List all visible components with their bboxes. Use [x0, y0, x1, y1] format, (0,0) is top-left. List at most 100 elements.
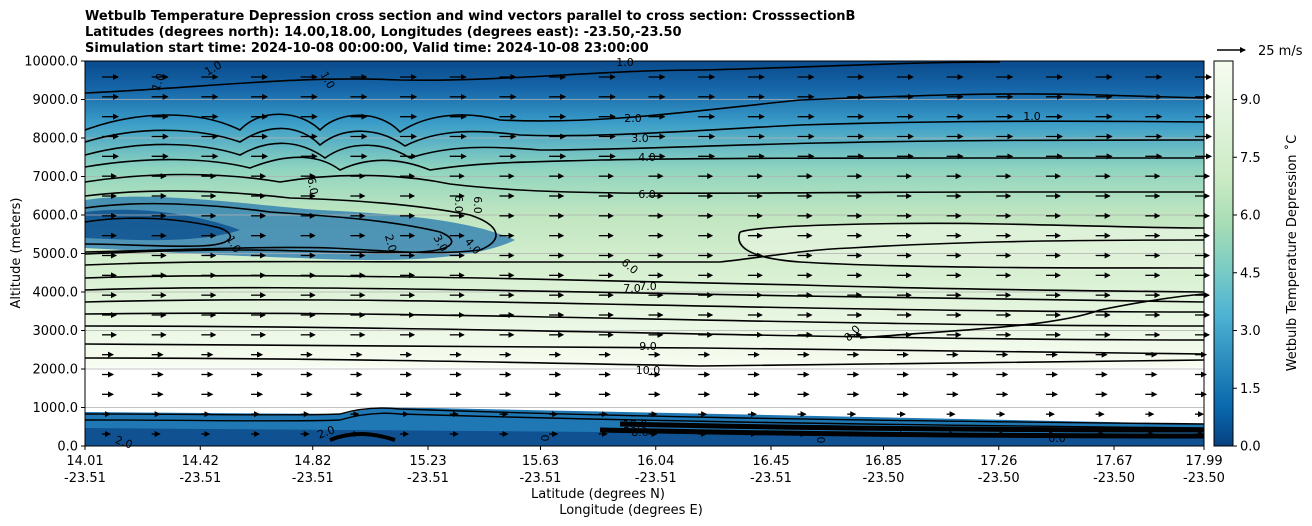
colorbar-bar [1213, 60, 1234, 447]
contour-line [84, 190, 497, 254]
contour-line [84, 412, 1205, 429]
x-axis-label: Latitude (degrees N) [531, 487, 665, 502]
mid-moist-tongue [85, 196, 515, 261]
colorbar-tick-label: 3.0 [1240, 324, 1261, 339]
grid-lines [85, 99, 1204, 408]
y-tick-label: 8000.0 [33, 132, 79, 147]
contour-line [739, 222, 1205, 233]
contour-label: 6.0 [638, 188, 656, 201]
y-tick-label: 3000.0 [33, 324, 79, 339]
contour-line [84, 173, 1204, 195]
x-tick-label-lon: -23.51 [407, 471, 449, 486]
chart-title-line-3: Simulation start time: 2024-10-08 00:00:… [85, 41, 649, 56]
contour-line [619, 421, 1205, 433]
x-axis: 14.01 -23.51 14.42 -23.51 14.82 -23.51 15.23 -2… [64, 446, 1225, 486]
quiver-key: 25 m/s [1217, 44, 1303, 59]
contour-label: 2.0 [316, 423, 337, 441]
x-tick-label-lat: 17.99 [1185, 454, 1222, 469]
x-axis-label-2: Longitude (degrees E) [559, 503, 703, 518]
colorbar-tick-label: 1.5 [1240, 382, 1261, 397]
y-tick-label: 5000.0 [33, 247, 79, 262]
contour-label: 8.0 [631, 426, 649, 439]
contour-label: 2.0 [113, 433, 134, 451]
x-tick-label-lon: -23.50 [978, 471, 1020, 486]
contour-lines [84, 61, 1205, 442]
x-tick-label-lat: 17.67 [1095, 454, 1132, 469]
chart-title-line-1: Wetbulb Temperature Depression cross sec… [85, 9, 856, 24]
x-tick-label-lon: -23.50 [1093, 471, 1135, 486]
contour-label: 1.0 [1023, 110, 1041, 123]
x-tick-label-lat: 16.04 [637, 454, 674, 469]
contour-label: 7.0 [639, 280, 657, 293]
contour-line [738, 231, 1205, 269]
x-tick-label-lat: 14.01 [66, 454, 103, 469]
y-tick-label: 4000.0 [33, 286, 79, 301]
x-tick-label-lat: 14.82 [294, 454, 331, 469]
contour-line [84, 239, 1205, 266]
y-tick-label: 7000.0 [33, 170, 79, 185]
contour-line [84, 357, 1205, 367]
y-tick-label: 6000.0 [33, 209, 79, 224]
x-tick-label-lon: -23.51 [64, 471, 106, 486]
contour-label: 6.0 [305, 176, 321, 195]
wind-vectors [102, 74, 1212, 437]
contour-line [84, 325, 1205, 341]
x-tick-label-lon: -23.50 [1183, 471, 1225, 486]
contour-line [84, 139, 1205, 159]
x-tick-label-lat: 17.26 [980, 454, 1017, 469]
contour-label: 2.0 [382, 233, 399, 253]
contour-line [84, 61, 1001, 94]
x-tick-label-lon: -23.51 [635, 471, 677, 486]
contour-line [84, 299, 1205, 313]
y-tick-label: 0.0 [57, 440, 78, 455]
contour-label: 3.0 [631, 132, 649, 145]
x-tick-label-lon: -23.51 [750, 471, 792, 486]
chart-title-line-2: Latitudes (degrees north): 14.00,18.00, … [85, 25, 682, 40]
x-tick-label-lat: 14.42 [182, 454, 219, 469]
x-tick-label-lon: -23.51 [520, 471, 562, 486]
x-tick-label-lat: 15.23 [409, 454, 446, 469]
plot-area: 1.01.01.01.01.02.03.04.06.06.06.0 6.02.0 3… [84, 56, 1212, 452]
contour-line [84, 202, 453, 255]
colorbar-tick-label: 4.5 [1240, 266, 1261, 281]
contour-label: 6.0 [471, 196, 484, 214]
contour-label: 10.0 [636, 364, 661, 377]
x-tick-label-lon: -23.51 [292, 471, 334, 486]
x-tick-label-lon: -23.50 [863, 471, 905, 486]
contour-label: 0 [538, 435, 551, 442]
quiver-key-label: 25 m/s [1258, 44, 1303, 59]
contour-line [329, 432, 396, 442]
y-tick-label: 2000.0 [33, 363, 79, 378]
colorbar-label: Wetbulb Temperature Depression ˚C [1284, 135, 1300, 372]
x-tick-label-lat: 16.85 [865, 454, 902, 469]
y-tick-label: 1000.0 [33, 401, 79, 416]
x-tick-label-lat: 15.63 [522, 454, 559, 469]
contour-label: 9.0 [639, 340, 657, 353]
colorbar-tick-label: 0.0 [1240, 440, 1261, 455]
contour-label: 2.0 [624, 112, 642, 125]
contour-label: 0 [814, 437, 827, 444]
y-tick-label: 9000.0 [33, 93, 79, 108]
contour-line [84, 217, 232, 247]
contour-line [84, 286, 1205, 303]
contour-line [84, 156, 1204, 171]
contour-line [84, 343, 1205, 355]
contour-line [84, 93, 1205, 134]
mid-moist-core [85, 209, 240, 241]
y-axis: 0.0 1000.0 2000.0 3000.0 4000.0 5000.0 6000.0 7… [24, 55, 85, 455]
contour-label: 1.0 [616, 56, 634, 69]
contour-label: 10.0 [623, 418, 648, 431]
colorbar: 0.0 1.5 3.0 4.5 6.0 7.5 9.0 Wetbulb Temperatur… [1213, 60, 1300, 455]
x-tick-label-lat: 16.45 [752, 454, 789, 469]
contour-line [859, 293, 1205, 339]
contour-label: 4.0 [638, 151, 656, 164]
colorbar-tick-label: 9.0 [1240, 93, 1261, 108]
x-tick-label-lon: -23.51 [179, 471, 221, 486]
contour-label: 6.0 [452, 195, 465, 213]
colorbar-ticks: 0.0 1.5 3.0 4.5 6.0 7.5 9.0 [1233, 93, 1261, 455]
y-axis-label: Altitude (meters) [9, 198, 24, 309]
y-tick-label: 10000.0 [24, 55, 78, 70]
contour-line [84, 120, 1205, 147]
